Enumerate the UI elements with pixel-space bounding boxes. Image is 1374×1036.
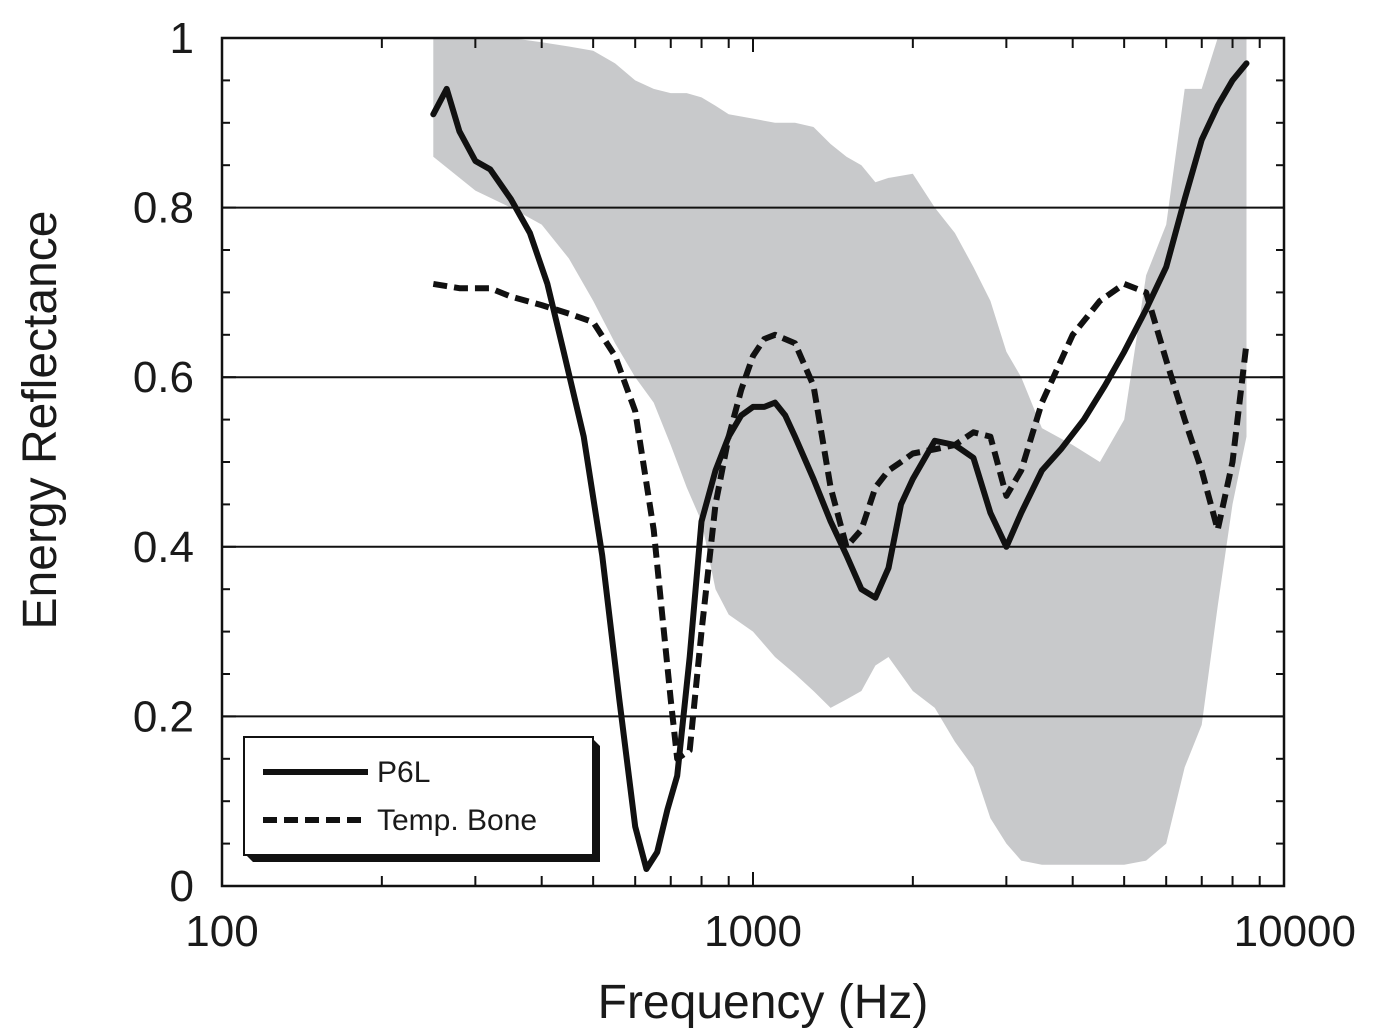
x-tick-label: 10000 <box>1234 907 1356 956</box>
x-tick-label: 1000 <box>704 907 802 956</box>
series-lines <box>430 60 1250 872</box>
y-tick-label: 0 <box>170 862 194 911</box>
series-line-temp-bone <box>432 280 1250 762</box>
y-tick-label: 0.6 <box>133 353 194 402</box>
tick-labels: 0 0.2 0.4 0.6 0.8 1 100 1000 10000 <box>133 14 1356 956</box>
series-line-p6l <box>430 60 1250 872</box>
x-axis-label: Frequency (Hz) <box>598 976 929 1029</box>
legend-label-p6l: P6L <box>377 756 430 789</box>
band-area <box>433 38 1247 865</box>
x-tick-label: 100 <box>185 907 258 956</box>
axis-ticks <box>221 37 1285 887</box>
legend-box <box>243 736 594 856</box>
y-tick-label: 0.8 <box>133 184 194 233</box>
legend: P6L Temp. Bone <box>243 736 600 862</box>
y-axis-label: Energy Reflectance <box>14 211 67 630</box>
normative-range-band <box>433 38 1247 865</box>
y-tick-label: 0.4 <box>133 523 194 572</box>
legend-label-temp-bone: Temp. Bone <box>377 804 537 837</box>
y-tick-label: 1 <box>170 14 194 63</box>
y-tick-label: 0.2 <box>133 692 194 741</box>
